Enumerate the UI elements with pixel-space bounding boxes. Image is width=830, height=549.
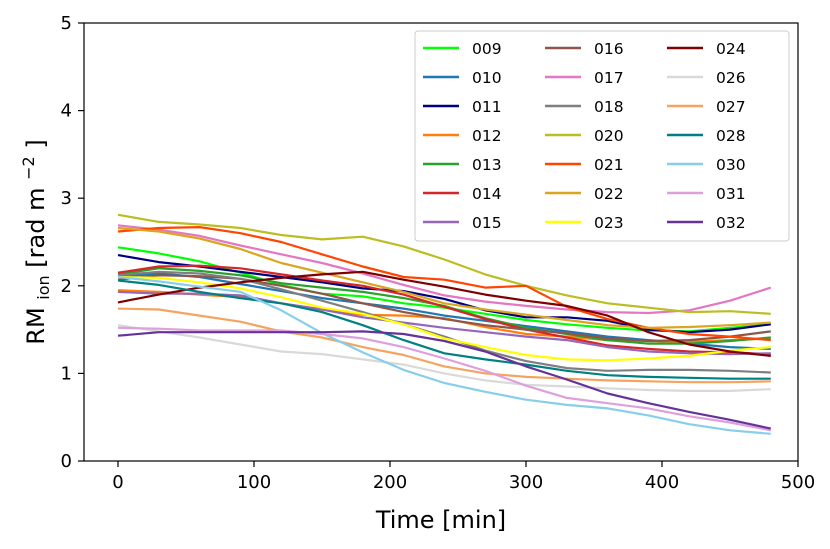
legend-label-015: 015 xyxy=(472,214,502,232)
legend-label-023: 023 xyxy=(594,214,624,232)
series-line-031 xyxy=(117,326,772,432)
x-tick-label: 400 xyxy=(645,472,679,493)
series-line-017 xyxy=(117,224,772,315)
legend-label-030: 030 xyxy=(716,156,746,174)
y-axis-label: RM ion [rad m −2 ] xyxy=(12,139,55,344)
y-tick-label: 3 xyxy=(61,188,72,209)
legend-label-010: 010 xyxy=(472,69,502,87)
legend-label-022: 022 xyxy=(594,185,624,203)
legend: 009 010 011 012 013 014 015 016 017 018 020 021 022 0… xyxy=(414,30,790,242)
legend-label-024: 024 xyxy=(716,40,746,58)
legend-label-013: 013 xyxy=(472,156,502,174)
x-axis-label: Time [min] xyxy=(375,506,506,534)
legend-label-018: 018 xyxy=(594,98,624,116)
legend-label-016: 016 xyxy=(594,40,624,58)
series-line-014 xyxy=(117,264,771,356)
y-axis-label-subscript: ion xyxy=(34,275,53,299)
legend-label-031: 031 xyxy=(716,185,746,203)
series-line-027 xyxy=(117,307,771,384)
x-axis: 0 100 200 300 400 500 xyxy=(112,461,815,493)
series-line-020 xyxy=(117,213,771,315)
series-line-021 xyxy=(117,226,771,342)
y-axis-label-units: [rad m xyxy=(22,188,50,268)
series-line-026 xyxy=(117,324,771,392)
legend-box xyxy=(414,30,790,242)
series-line-023 xyxy=(117,275,771,362)
series-line-032 xyxy=(117,330,772,430)
y-tick-label: 4 xyxy=(61,101,72,122)
series-line-030 xyxy=(117,275,771,435)
y-axis-label-superscript: −2 xyxy=(19,156,38,180)
y-tick-label: 2 xyxy=(61,276,72,297)
legend-label-012: 012 xyxy=(472,127,502,145)
y-axis: 0 1 2 3 4 5 xyxy=(61,13,84,472)
y-axis-label-base: RM xyxy=(22,307,50,344)
x-tick-label: 100 xyxy=(237,472,271,493)
y-tick-label: 0 xyxy=(61,451,72,472)
legend-label-021: 021 xyxy=(594,156,624,174)
plot-frame xyxy=(83,22,799,462)
x-tick-label: 0 xyxy=(112,472,123,493)
y-tick-label: 1 xyxy=(61,363,72,384)
series-line-022 xyxy=(117,226,771,329)
series-line-015 xyxy=(117,290,771,356)
legend-label-020: 020 xyxy=(594,127,624,145)
legend-label-028: 028 xyxy=(716,127,746,145)
x-tick-label: 300 xyxy=(509,472,543,493)
legend-label-014: 014 xyxy=(472,185,502,203)
x-tick-label: 200 xyxy=(373,472,407,493)
legend-label-017: 017 xyxy=(594,69,624,87)
series-line-018 xyxy=(117,270,771,374)
legend-label-026: 026 xyxy=(716,69,746,87)
legend-label-027: 027 xyxy=(716,98,746,116)
x-tick-label: 500 xyxy=(781,472,815,493)
legend-label-032: 032 xyxy=(716,214,746,232)
legend-label-011: 011 xyxy=(472,98,502,116)
legend-label-009: 009 xyxy=(472,40,502,58)
plot-lines xyxy=(117,213,772,435)
series-line-024 xyxy=(117,270,771,357)
y-tick-label: 5 xyxy=(61,13,72,34)
y-axis-label-close: ] xyxy=(22,139,50,148)
series-line-028 xyxy=(117,279,771,380)
